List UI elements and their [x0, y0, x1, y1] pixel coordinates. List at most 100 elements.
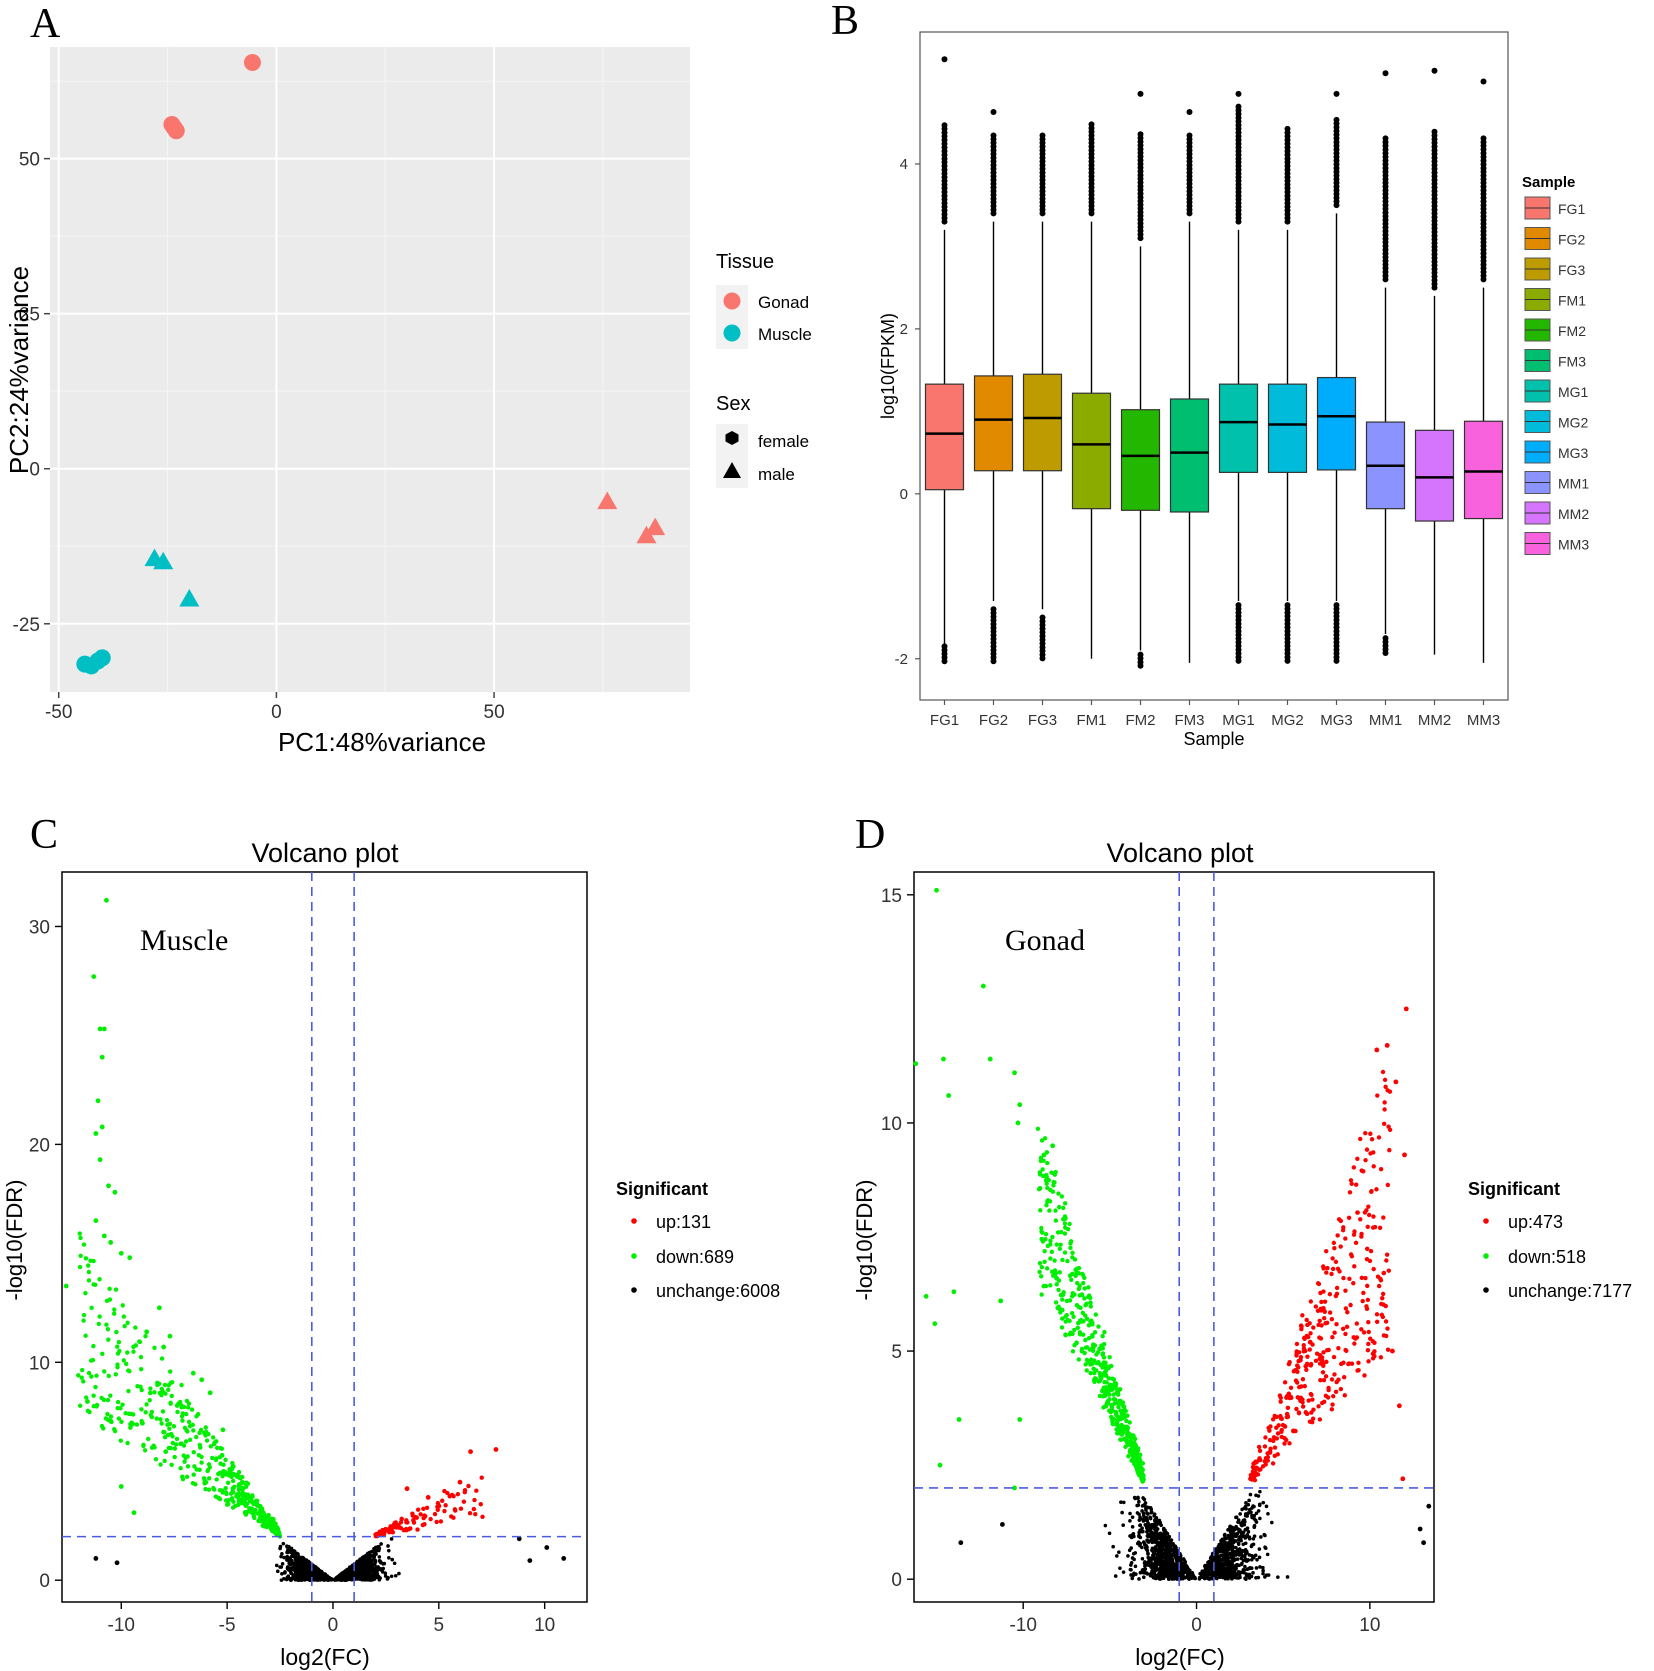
volcano-gonad-point-down [1100, 1388, 1105, 1394]
volcano-gonad-point-down [1114, 1427, 1119, 1432]
volcano-gonad-point-up [1333, 1259, 1339, 1265]
volcano-muscle-point-down [140, 1420, 145, 1426]
volcano-muscle-point-down [131, 1510, 137, 1516]
volcano-muscle-point-down [170, 1440, 176, 1446]
volcano-muscle-point-down [118, 1484, 124, 1489]
volcano-muscle-point-down [146, 1436, 151, 1442]
volcano-muscle-point-down [231, 1485, 236, 1491]
volcano-muscle-point-down [226, 1501, 231, 1507]
volcano-gonad-point-unchange [1246, 1534, 1250, 1539]
volcano-gonad-legend-title: Significant [1468, 1179, 1560, 1199]
boxplot-outlier [1235, 103, 1242, 110]
volcano-muscle-point-unchange [316, 1571, 321, 1576]
volcano-gonad-point-unchange [1232, 1552, 1236, 1557]
volcano-gonad-point-unchange [1256, 1509, 1261, 1513]
volcano-muscle-point-down [167, 1369, 173, 1374]
volcano-gonad-point-unchange [1128, 1511, 1132, 1516]
volcano-gonad-point-unchange [1128, 1567, 1133, 1572]
volcano-muscle-point-up [432, 1511, 438, 1517]
volcano-gonad-point-up [1275, 1431, 1281, 1436]
volcano-gonad-point-down [1056, 1204, 1062, 1210]
volcano-gonad-point-down [1053, 1208, 1058, 1213]
boxplot-x-tick-label: FM2 [1126, 712, 1156, 729]
volcano-gonad-point-up [1305, 1354, 1310, 1359]
volcano-gonad-point-unchange [1153, 1548, 1158, 1553]
volcano-gonad-point-unchange [1150, 1565, 1154, 1570]
volcano-muscle-point-unchange [379, 1560, 383, 1564]
pca-y-tick-label: -25 [13, 615, 40, 636]
volcano-gonad-point-up [1307, 1321, 1312, 1326]
volcano-gonad-point-down [1109, 1417, 1115, 1422]
volcano-gonad-point-down [1127, 1432, 1133, 1437]
volcano-gonad-point-down [1112, 1385, 1117, 1391]
boxplot-outlier [941, 56, 948, 63]
volcano-gonad-point-unchange [1130, 1515, 1135, 1519]
volcano-gonad-point-down [1070, 1294, 1075, 1299]
volcano-muscle-point-up [398, 1525, 404, 1531]
volcano-gonad-point-up [1306, 1334, 1311, 1340]
volcano-gonad-point-unchange [1118, 1566, 1122, 1570]
volcano-muscle-point-down [81, 1318, 86, 1323]
volcano-gonad-point-unchange [1121, 1500, 1126, 1505]
volcano-gonad-point-down [1134, 1460, 1139, 1465]
volcano-gonad-point-down [1102, 1329, 1107, 1335]
boxplot-outlier [1480, 135, 1487, 142]
volcano-gonad-point-down [1074, 1266, 1080, 1271]
volcano-muscle-point-up [461, 1499, 467, 1504]
volcano-gonad-point-up [1323, 1321, 1328, 1326]
volcano-gonad-point-up [1317, 1361, 1323, 1366]
volcano-gonad-point-down [1088, 1370, 1093, 1376]
volcano-gonad-point-unchange [1247, 1566, 1251, 1571]
volcano-gonad-point-down [1063, 1225, 1068, 1230]
volcano-gonad-point-up [1301, 1349, 1306, 1354]
volcano-gonad-point-up [1379, 1301, 1384, 1307]
volcano-gonad-point-up [1294, 1349, 1299, 1354]
volcano-muscle-point-down [121, 1314, 127, 1319]
volcano-gonad-x-axis-label: log2(FC) [1135, 1644, 1224, 1670]
volcano-gonad-point-up [1332, 1372, 1337, 1377]
volcano-gonad-point-unchange [1103, 1523, 1108, 1528]
volcano-muscle-point-down [206, 1487, 212, 1492]
volcano-gonad-point-down [1086, 1323, 1092, 1328]
pca-legend-label-muscle: Muscle [758, 325, 812, 344]
volcano-gonad-point-unchange [1259, 1535, 1263, 1539]
volcano-muscle-y-axis-label: -log10(FDR) [2, 1179, 27, 1300]
volcano-gonad-point-down [1113, 1381, 1119, 1387]
volcano-gonad-point-up [1317, 1335, 1322, 1340]
volcano-gonad-point-down [1065, 1258, 1070, 1264]
volcano-gonad-point-unchange [1155, 1527, 1160, 1531]
volcano-gonad-point-up [1374, 1047, 1380, 1053]
volcano-muscle-point-down [159, 1393, 164, 1398]
volcano-gonad-point-up [1327, 1310, 1333, 1315]
volcano-gonad-point-unchange [1173, 1544, 1177, 1548]
volcano-gonad-point-down [1012, 1485, 1017, 1491]
volcano-gonad-point-up [1342, 1393, 1348, 1398]
volcano-gonad-point-unchange [1169, 1574, 1174, 1579]
volcano-gonad-point-unchange [1234, 1564, 1239, 1568]
volcano-gonad-point-down [1133, 1443, 1139, 1448]
volcano-gonad-point-unchange [1166, 1563, 1170, 1568]
volcano-muscle-point-down [143, 1333, 148, 1339]
volcano-muscle-point-down [231, 1499, 236, 1504]
pca-legend-sex-title: Sex [716, 393, 750, 415]
volcano-muscle-point-down [273, 1521, 278, 1526]
boxplot-outlier [1333, 116, 1340, 123]
volcano-gonad-point-up [1403, 1006, 1409, 1012]
volcano-muscle-x-tick-label: 5 [434, 1615, 445, 1636]
volcano-muscle-point-up [415, 1507, 421, 1512]
volcano-muscle-point-unchange [374, 1570, 379, 1574]
volcano-muscle-point-unchange [354, 1564, 359, 1569]
boxplot-legend-label-fg2: FG2 [1558, 232, 1585, 248]
volcano-gonad-point-unchange [1230, 1525, 1234, 1530]
volcano-gonad-point-down [951, 1289, 957, 1295]
boxplot-outlier [1431, 128, 1438, 135]
volcano-gonad-point-unchange [1113, 1574, 1118, 1578]
volcano-gonad-point-unchange [1252, 1525, 1257, 1530]
volcano-gonad-point-up [1331, 1354, 1337, 1360]
volcano-gonad-point-down [1115, 1400, 1121, 1406]
volcano-muscle-point-unchange [372, 1562, 376, 1567]
volcano-muscle-point-down [198, 1427, 204, 1433]
volcano-muscle-point-down [187, 1423, 193, 1429]
boxplot-y-axis-label: log10(FPKM) [878, 313, 898, 419]
